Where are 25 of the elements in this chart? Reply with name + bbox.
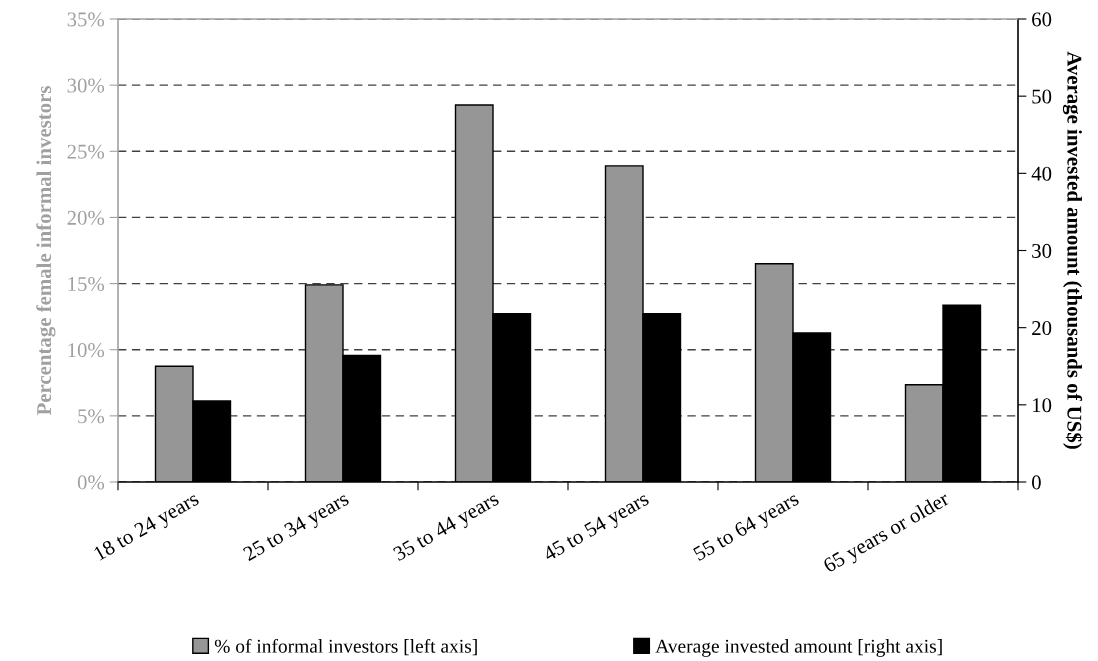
y-tick-label: 0%: [77, 475, 105, 490]
y-tick-label: 35%: [67, 12, 105, 27]
x-tick-label: 25 to 34 years: [242, 491, 352, 565]
y2-axis-title: Average invested amount (thousands of US$): [1062, 51, 1083, 449]
y-tick-label: 30%: [67, 78, 105, 93]
legend-label: % of informal investors [left axis]: [214, 638, 477, 656]
x-tick-label: 55 to 64 years: [692, 491, 802, 565]
x-tick-label: 35 to 44 years: [392, 491, 502, 565]
x-tick-label: 18 to 24 years: [93, 491, 202, 565]
x-tick-label: 45 to 54 years: [541, 491, 652, 566]
y2-tick-label: 40: [1031, 166, 1052, 181]
y-tick-label: 25%: [67, 144, 105, 159]
y-tick-label: 15%: [68, 276, 105, 292]
y2-tick-label: 30: [1032, 243, 1052, 258]
y2-tick-label: 60: [1032, 12, 1052, 27]
y2-tick-label: 10: [1033, 398, 1052, 413]
x-tick-label: 65 years or older: [822, 490, 953, 577]
y-tick-label: 10%: [68, 343, 105, 358]
y-tick-label: 20%: [67, 210, 105, 225]
y-tick-label: 5%: [78, 409, 105, 424]
y-axis-title: Percentage female informal investors: [36, 86, 56, 416]
y2-tick-label: 0: [1031, 475, 1041, 490]
legend-label: Average invested amount [right axis]: [655, 639, 942, 657]
y2-tick-label: 50: [1032, 89, 1052, 104]
y2-tick-label: 20: [1032, 321, 1052, 336]
